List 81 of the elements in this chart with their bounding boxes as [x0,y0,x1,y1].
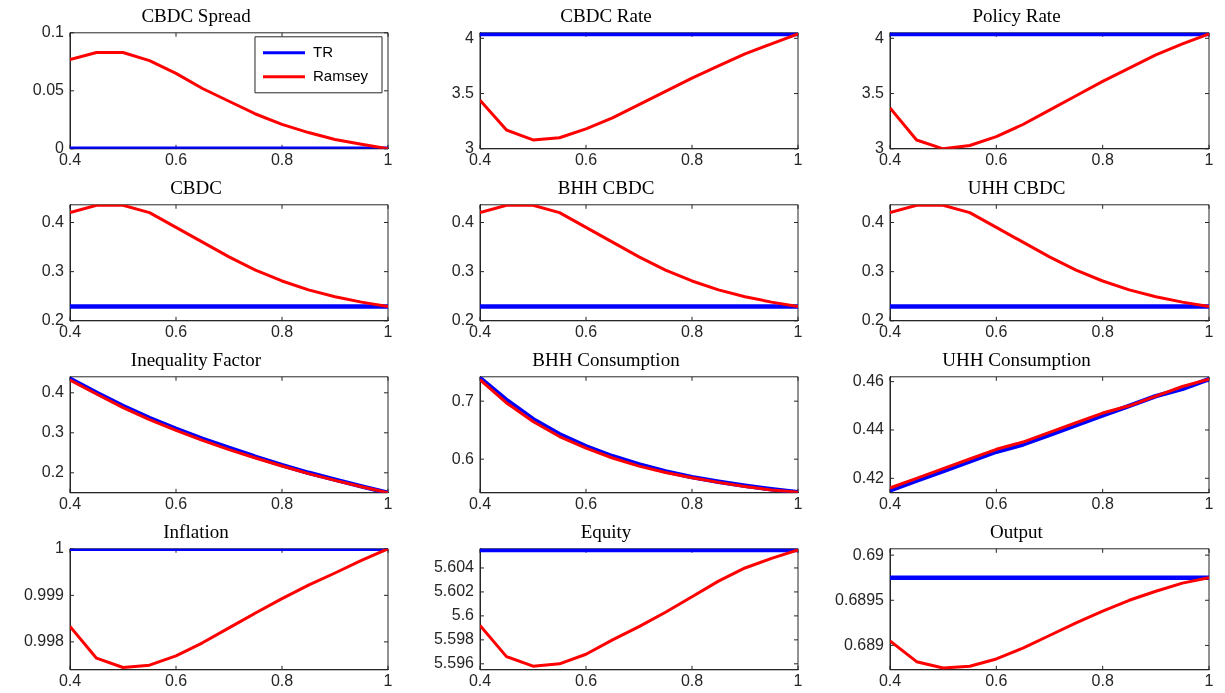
legend-label: TR [312,42,334,60]
x-tick-label: 0.8 [680,150,704,168]
y-tick-label: 0.3 [41,423,65,441]
chart-title: Inflation [163,521,230,543]
x-tick-label: 0.8 [680,494,704,512]
chart-title: CBDC Rate [560,5,652,27]
chart-title: CBDC Spread [141,5,252,27]
y-tick-label: 0.3 [451,262,475,280]
x-tick-label: 0.6 [985,671,1008,689]
y-tick-label: 0.4 [451,212,475,230]
y-tick-label: 4 [465,28,475,46]
y-tick-label: 1 [55,539,65,557]
y-tick-label: 5.604 [433,558,475,576]
y-tick-label: 0.3 [861,262,885,280]
x-tick-label: 0.6 [164,322,188,340]
y-tick-label: 0.46 [852,372,885,390]
chart-title: CBDC [170,177,222,199]
x-tick-label: 1 [383,671,393,689]
x-tick-label: 0.8 [270,322,294,340]
y-tick-label: 0.689 [843,635,885,653]
y-tick-label: 0.42 [852,468,885,486]
y-tick-label: 0.6895 [835,590,885,608]
x-tick-label: 0.6 [985,494,1008,512]
y-tick-label: 5.6 [451,606,475,624]
y-tick-label: 3.5 [861,83,885,101]
x-tick-label: 0.6 [164,671,188,689]
x-tick-label: 0.6 [985,150,1008,168]
x-tick-label: 0.8 [680,671,704,689]
chart-title: BHH Consumption [532,349,681,371]
y-tick-label: 5.602 [433,582,475,600]
y-tick-label: 0.1 [41,23,65,41]
y-tick-label: 0.7 [451,391,475,409]
y-tick-label: 0.05 [32,81,65,99]
x-tick-label: 0.6 [985,322,1008,340]
chart-title: UHH Consumption [942,349,1092,371]
chart-title: Output [990,521,1044,543]
x-tick-label: 0.6 [574,322,598,340]
x-tick-label: 0.8 [680,322,704,340]
x-tick-label: 1 [1204,671,1214,689]
x-tick-label: 1 [793,494,803,512]
y-tick-label: 4 [875,28,885,46]
chart-title: Equity [580,521,632,543]
x-tick-label: 0.8 [270,671,294,689]
x-tick-label: 1 [793,671,803,689]
x-tick-label: 0.8 [1091,322,1114,340]
y-tick-label: 5.598 [433,630,475,648]
x-tick-label: 1 [793,322,803,340]
y-tick-label: 0.999 [23,585,65,603]
y-tick-label: 0.69 [852,545,885,563]
x-tick-label: 1 [1204,494,1214,512]
legend-label: Ramsey [312,66,369,84]
y-tick-label: 0.998 [23,632,65,650]
chart-title: BHH CBDC [557,177,655,199]
chart-title: Policy Rate [972,5,1061,27]
x-tick-label: 0.8 [1091,150,1114,168]
y-tick-label: 0.4 [41,212,65,230]
chart-title: Inequality Factor [130,349,262,371]
x-tick-label: 1 [383,150,393,168]
y-tick-label: 0.4 [41,383,65,401]
x-tick-label: 0.6 [164,494,188,512]
x-tick-label: 0.6 [574,671,598,689]
x-tick-label: 1 [793,150,803,168]
x-tick-label: 1 [383,494,393,512]
x-tick-label: 0.8 [270,494,294,512]
x-tick-label: 0.6 [574,150,598,168]
y-tick-label: 5.596 [433,654,475,672]
y-tick-label: 3.5 [451,83,475,101]
y-tick-label: 0.3 [41,262,65,280]
x-tick-label: 0.6 [164,150,188,168]
y-tick-label: 0.6 [451,449,475,467]
y-tick-label: 0.44 [852,420,885,438]
x-tick-label: 1 [383,322,393,340]
chart-title: UHH CBDC [967,177,1066,199]
y-tick-label: 0.4 [861,212,885,230]
x-tick-label: 0.8 [1091,671,1114,689]
x-tick-label: 0.6 [574,494,598,512]
y-tick-label: 0.2 [41,463,65,481]
x-tick-label: 1 [1204,150,1214,168]
x-tick-label: 0.8 [270,150,294,168]
x-tick-label: 0.8 [1091,494,1114,512]
x-tick-label: 1 [1204,322,1214,340]
